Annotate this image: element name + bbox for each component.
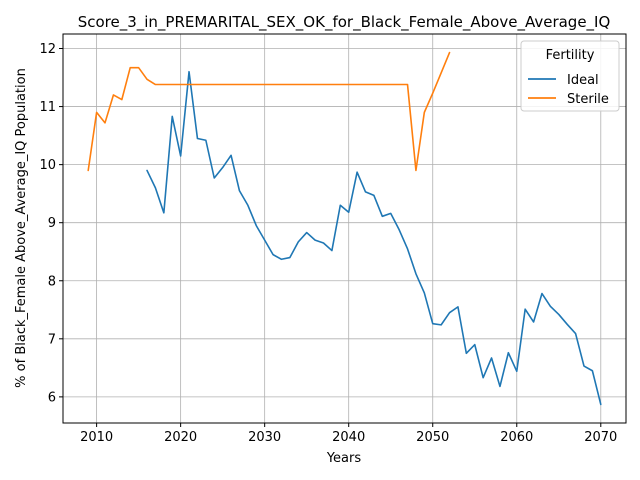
y-tick-label: 11 xyxy=(39,100,56,115)
y-tick-label: 10 xyxy=(39,158,56,173)
y-tick-label: 8 xyxy=(48,274,56,289)
y-tick-label: 9 xyxy=(48,216,56,231)
legend-label-ideal: Ideal xyxy=(567,73,599,88)
series-lines xyxy=(87,51,602,406)
y-axis-label: % of Black_Female Above_Average_IQ Popul… xyxy=(14,68,29,388)
y-tick-label: 7 xyxy=(48,332,56,347)
plot-area-frame xyxy=(62,33,627,424)
x-tick-label: 2060 xyxy=(500,430,533,445)
y-tick-label: 12 xyxy=(39,42,56,57)
x-tick-label: 2020 xyxy=(164,430,197,445)
grid-lines xyxy=(63,34,626,423)
legend: Fertility Ideal Sterile xyxy=(520,40,620,112)
chart-title: Score_3_in_PREMARITAL_SEX_OK_for_Black_F… xyxy=(78,13,611,32)
x-tick-label: 2010 xyxy=(80,430,113,445)
axis-ticks: 2010 2020 2030 2040 2050 2060 2070 6 7 8 9 10 11 12 xyxy=(39,42,617,445)
legend-box xyxy=(520,40,620,112)
x-tick-label: 2070 xyxy=(584,430,617,445)
x-tick-label: 2030 xyxy=(248,430,281,445)
series-line-sterile xyxy=(87,51,451,172)
series-line-ideal xyxy=(146,70,602,406)
legend-label-sterile: Sterile xyxy=(567,92,609,107)
x-tick-label: 2050 xyxy=(416,430,449,445)
x-axis-label: Years xyxy=(326,451,362,466)
x-tick-label: 2040 xyxy=(332,430,365,445)
legend-title: Fertility xyxy=(546,48,595,63)
y-tick-label: 6 xyxy=(48,390,56,405)
